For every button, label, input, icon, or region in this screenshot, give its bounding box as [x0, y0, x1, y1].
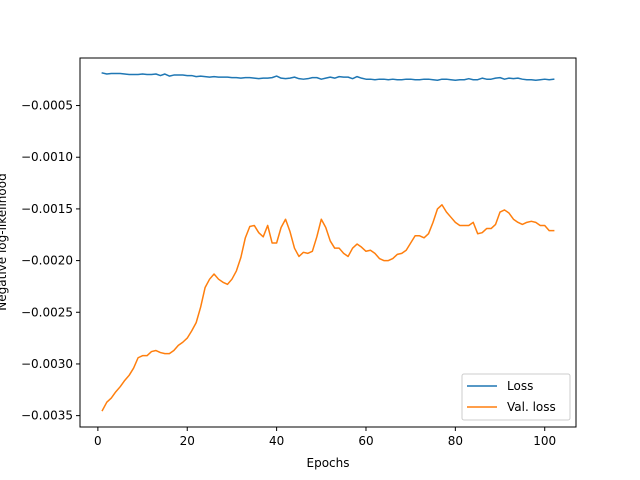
y-tick-label: −0.0015: [21, 202, 73, 216]
legend: Loss Val. loss: [461, 373, 571, 421]
y-tick-label: −0.0005: [21, 99, 73, 113]
y-tick-label: −0.0035: [21, 409, 73, 423]
x-axis-label: Epochs: [307, 456, 350, 470]
series-line-loss: [101, 72, 555, 81]
y-axis-label: Negative log-likelihood: [0, 173, 9, 310]
x-axis-ticks: 0 20 40 60 80 100: [94, 427, 556, 448]
plot-frame: [79, 57, 577, 428]
plot-area: [80, 58, 576, 427]
legend-label-loss: Loss: [507, 379, 533, 393]
x-tick-label: 100: [533, 434, 556, 448]
legend-label-val-loss: Val. loss: [507, 400, 556, 414]
x-tick-label: 0: [94, 434, 102, 448]
y-tick-label: −0.0010: [21, 150, 73, 164]
series-layer: [101, 72, 555, 412]
y-tick-label: −0.0030: [21, 357, 73, 371]
x-tick-label: 20: [180, 434, 195, 448]
x-tick-label: 80: [448, 434, 463, 448]
y-tick-label: −0.0025: [21, 305, 73, 319]
series-line-val-loss: [101, 204, 555, 412]
x-tick-label: 60: [358, 434, 373, 448]
x-tick-label: 40: [269, 434, 284, 448]
y-tick-label: −0.0020: [21, 254, 73, 268]
y-axis-ticks: −0.0035 −0.0030 −0.0025 −0.0020 −0.0015 −0.00…: [21, 99, 80, 423]
